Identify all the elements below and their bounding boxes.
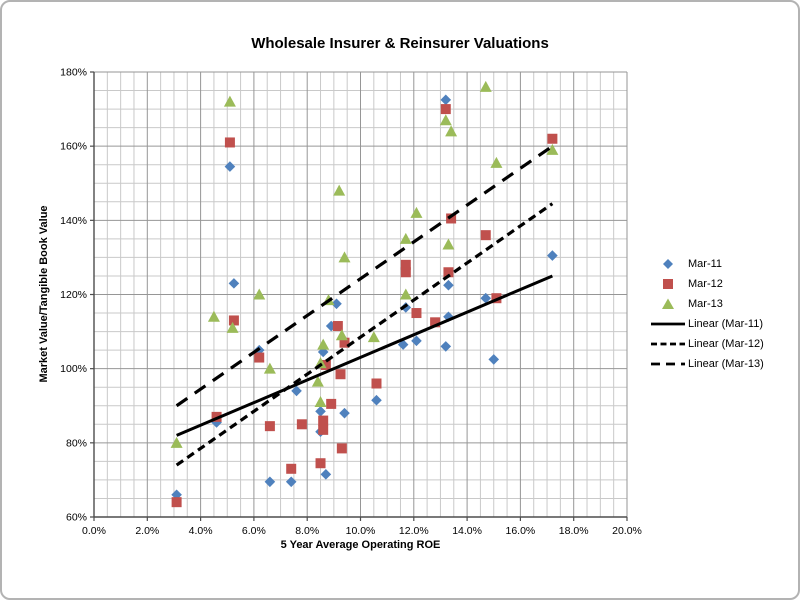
svg-text:60%: 60% [66,512,87,524]
diamond-icon [663,259,673,269]
svg-text:8.0%: 8.0% [295,525,319,537]
legend-item-linear-mar-11: Linear (Mar-11) [650,314,764,334]
x-axis-title: 5 Year Average Operating ROE [280,539,441,551]
legend-item-linear-mar-12: Linear (Mar-12) [650,334,764,354]
line-longdash-icon [651,362,685,366]
svg-text:18.0%: 18.0% [559,525,589,537]
legend-label: Mar-11 [688,258,723,270]
svg-text:14.0%: 14.0% [452,525,482,537]
legend-label: Linear (Mar-13) [688,358,764,370]
legend-label: Mar-13 [688,298,723,310]
legend: Mar-11 Mar-12 Mar-13 Linear (Mar-11) Linear … [650,254,764,374]
legend-label: Mar-12 [688,278,723,290]
svg-text:16.0%: 16.0% [506,525,536,537]
triangle-icon [662,298,674,309]
svg-text:6.0%: 6.0% [242,525,266,537]
svg-text:100%: 100% [60,363,87,375]
svg-text:10.0%: 10.0% [346,525,376,537]
legend-label: Linear (Mar-11) [688,318,763,330]
svg-text:20.0%: 20.0% [612,525,642,537]
legend-item-mar-11: Mar-11 [650,254,764,274]
svg-text:4.0%: 4.0% [189,525,213,537]
svg-text:120%: 120% [60,289,87,301]
svg-text:2.0%: 2.0% [135,525,159,537]
svg-text:12.0%: 12.0% [399,525,429,537]
svg-text:80%: 80% [66,437,87,449]
square-icon [663,279,673,289]
legend-item-linear-mar-13: Linear (Mar-13) [650,354,764,374]
svg-text:0.0%: 0.0% [82,525,106,537]
legend-item-mar-13: Mar-13 [650,294,764,314]
svg-text:160%: 160% [60,141,87,153]
svg-text:140%: 140% [60,215,87,227]
svg-text:180%: 180% [60,67,87,79]
legend-item-mar-12: Mar-12 [650,274,764,294]
legend-label: Linear (Mar-12) [688,338,764,350]
line-solid-icon [651,322,685,326]
chart-title: Wholesale Insurer & Reinsurer Valuations [251,35,549,52]
line-dash-icon [651,342,685,346]
